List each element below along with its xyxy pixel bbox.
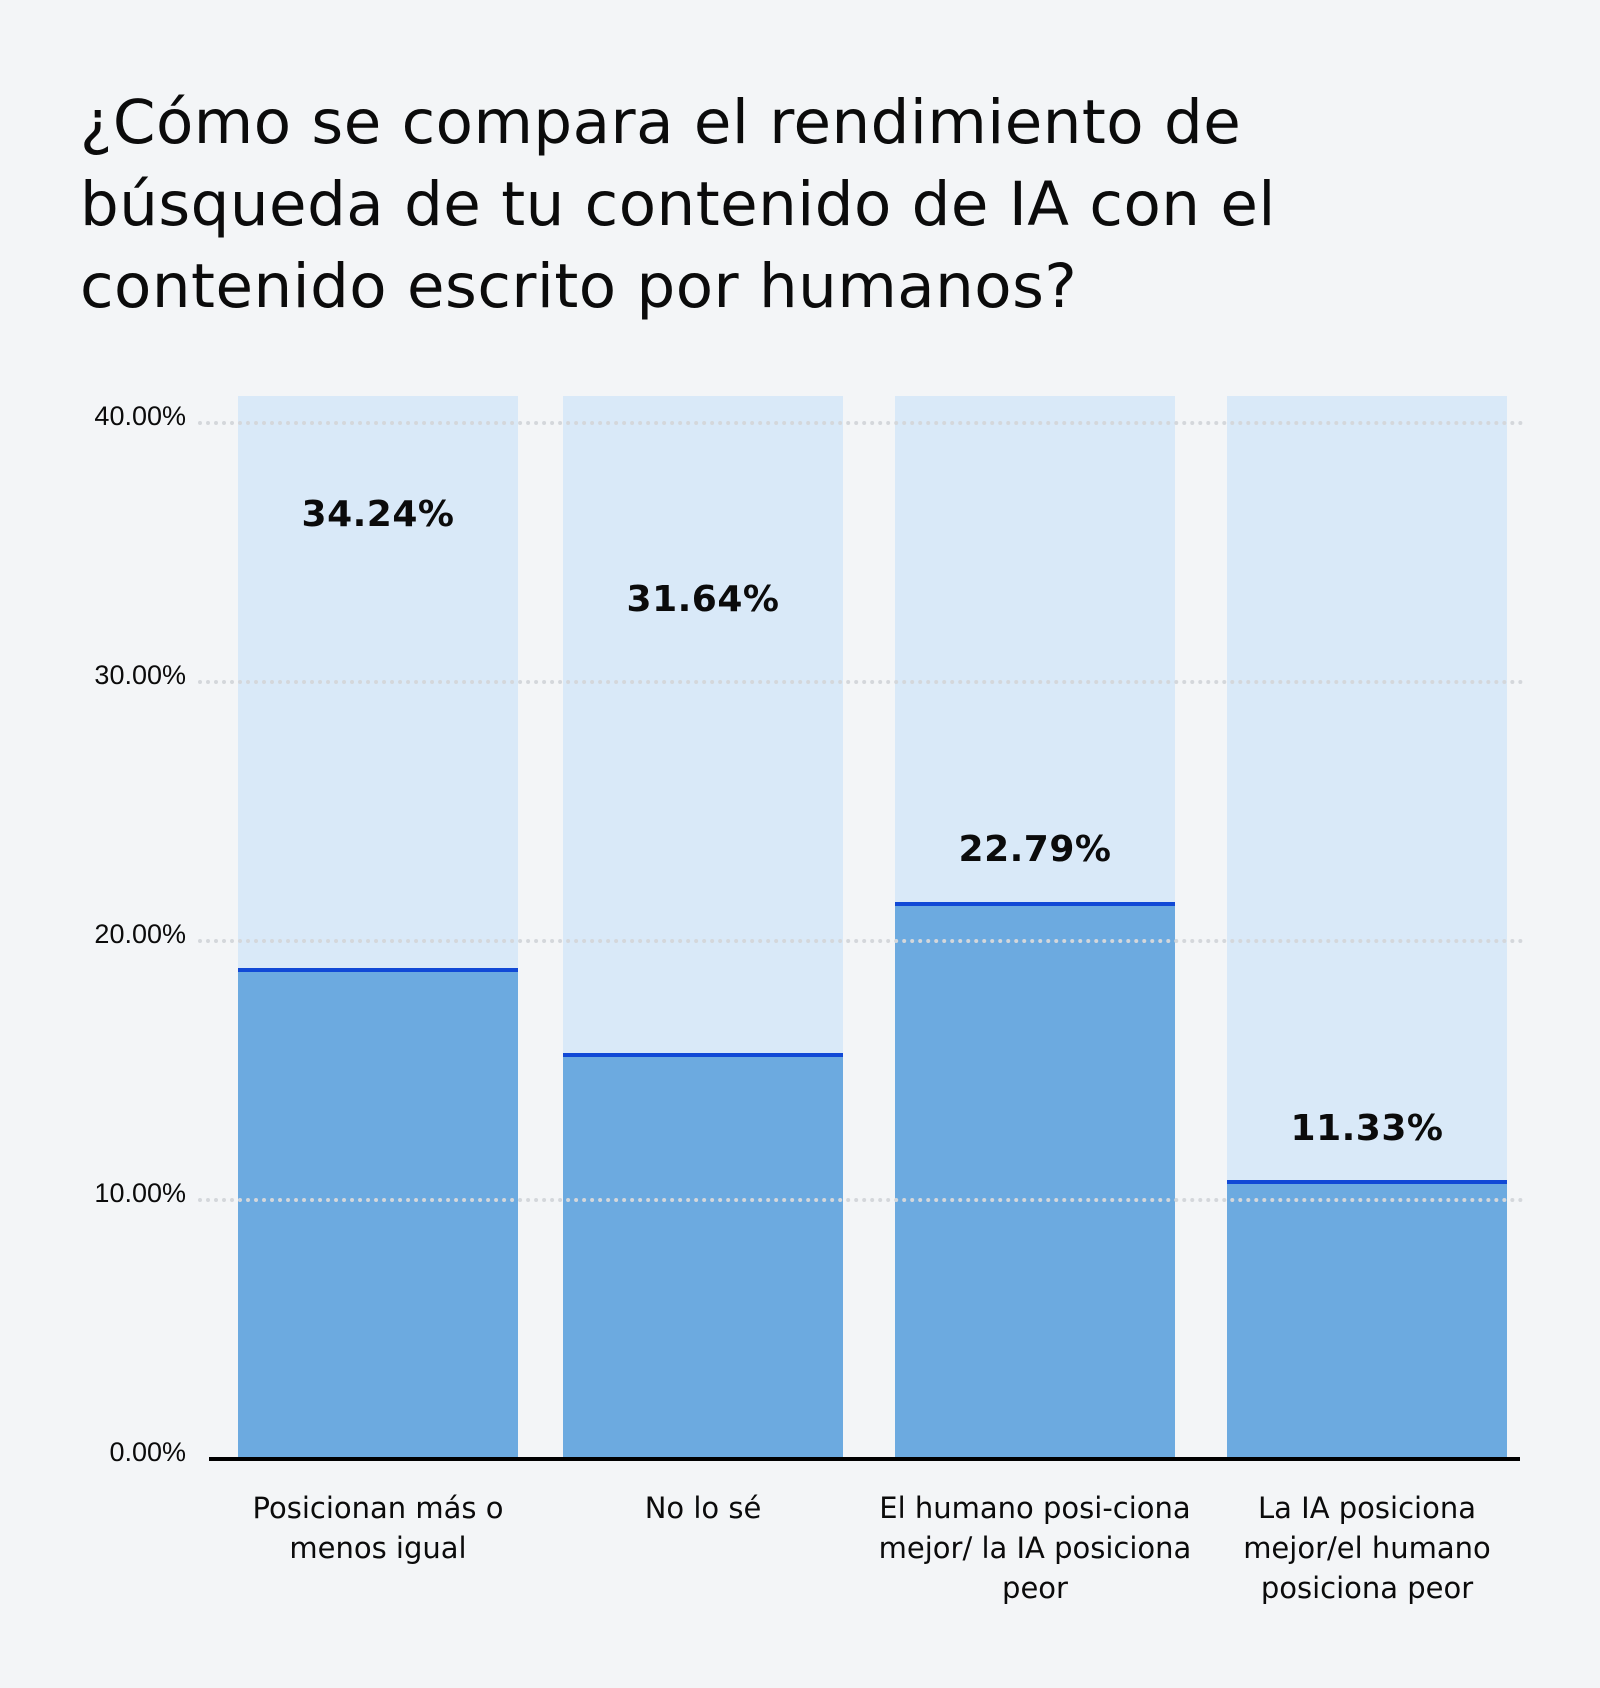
gridline-10	[198, 1198, 1524, 1202]
gridline-30	[198, 680, 1524, 684]
bar-column-4: 11.33%	[1227, 396, 1507, 1458]
bar-value-label: 11.33%	[1290, 1108, 1444, 1149]
gridline-20	[198, 939, 1524, 943]
x-label-4: La IA posiciona mejor/el humano posicion…	[1243, 1491, 1491, 1605]
bar-value-label: 22.79%	[958, 829, 1112, 870]
y-tick-10: 10.00%	[94, 1178, 186, 1208]
gridline-40	[198, 421, 1524, 425]
y-tick-20: 20.00%	[94, 919, 186, 949]
x-label-2: No lo sé	[644, 1491, 762, 1525]
bar-value-label: 31.64%	[626, 579, 780, 620]
bar-2	[563, 1053, 843, 1458]
y-tick-0: 0.00%	[109, 1437, 186, 1467]
bar-value-label: 34.24%	[301, 494, 455, 535]
bar-column-3: 22.79%	[895, 396, 1175, 1458]
bar-4	[1227, 1180, 1507, 1458]
bar-column-2: 31.64%	[563, 396, 843, 1458]
bar-3	[895, 902, 1175, 1458]
x-label-3: El humano posi-ciona mejor/ la IA posici…	[878, 1491, 1192, 1605]
bar-column-1: 34.24%	[238, 396, 518, 1458]
x-axis-line	[209, 1457, 1520, 1461]
y-tick-30: 30.00%	[94, 660, 186, 690]
chart-title: ¿Cómo se compara el rendimiento de búsqu…	[80, 87, 1276, 322]
y-tick-40: 40.00%	[94, 401, 186, 431]
bar-1	[238, 968, 518, 1458]
x-label-1: Posicionan más o menos igual	[252, 1491, 504, 1565]
